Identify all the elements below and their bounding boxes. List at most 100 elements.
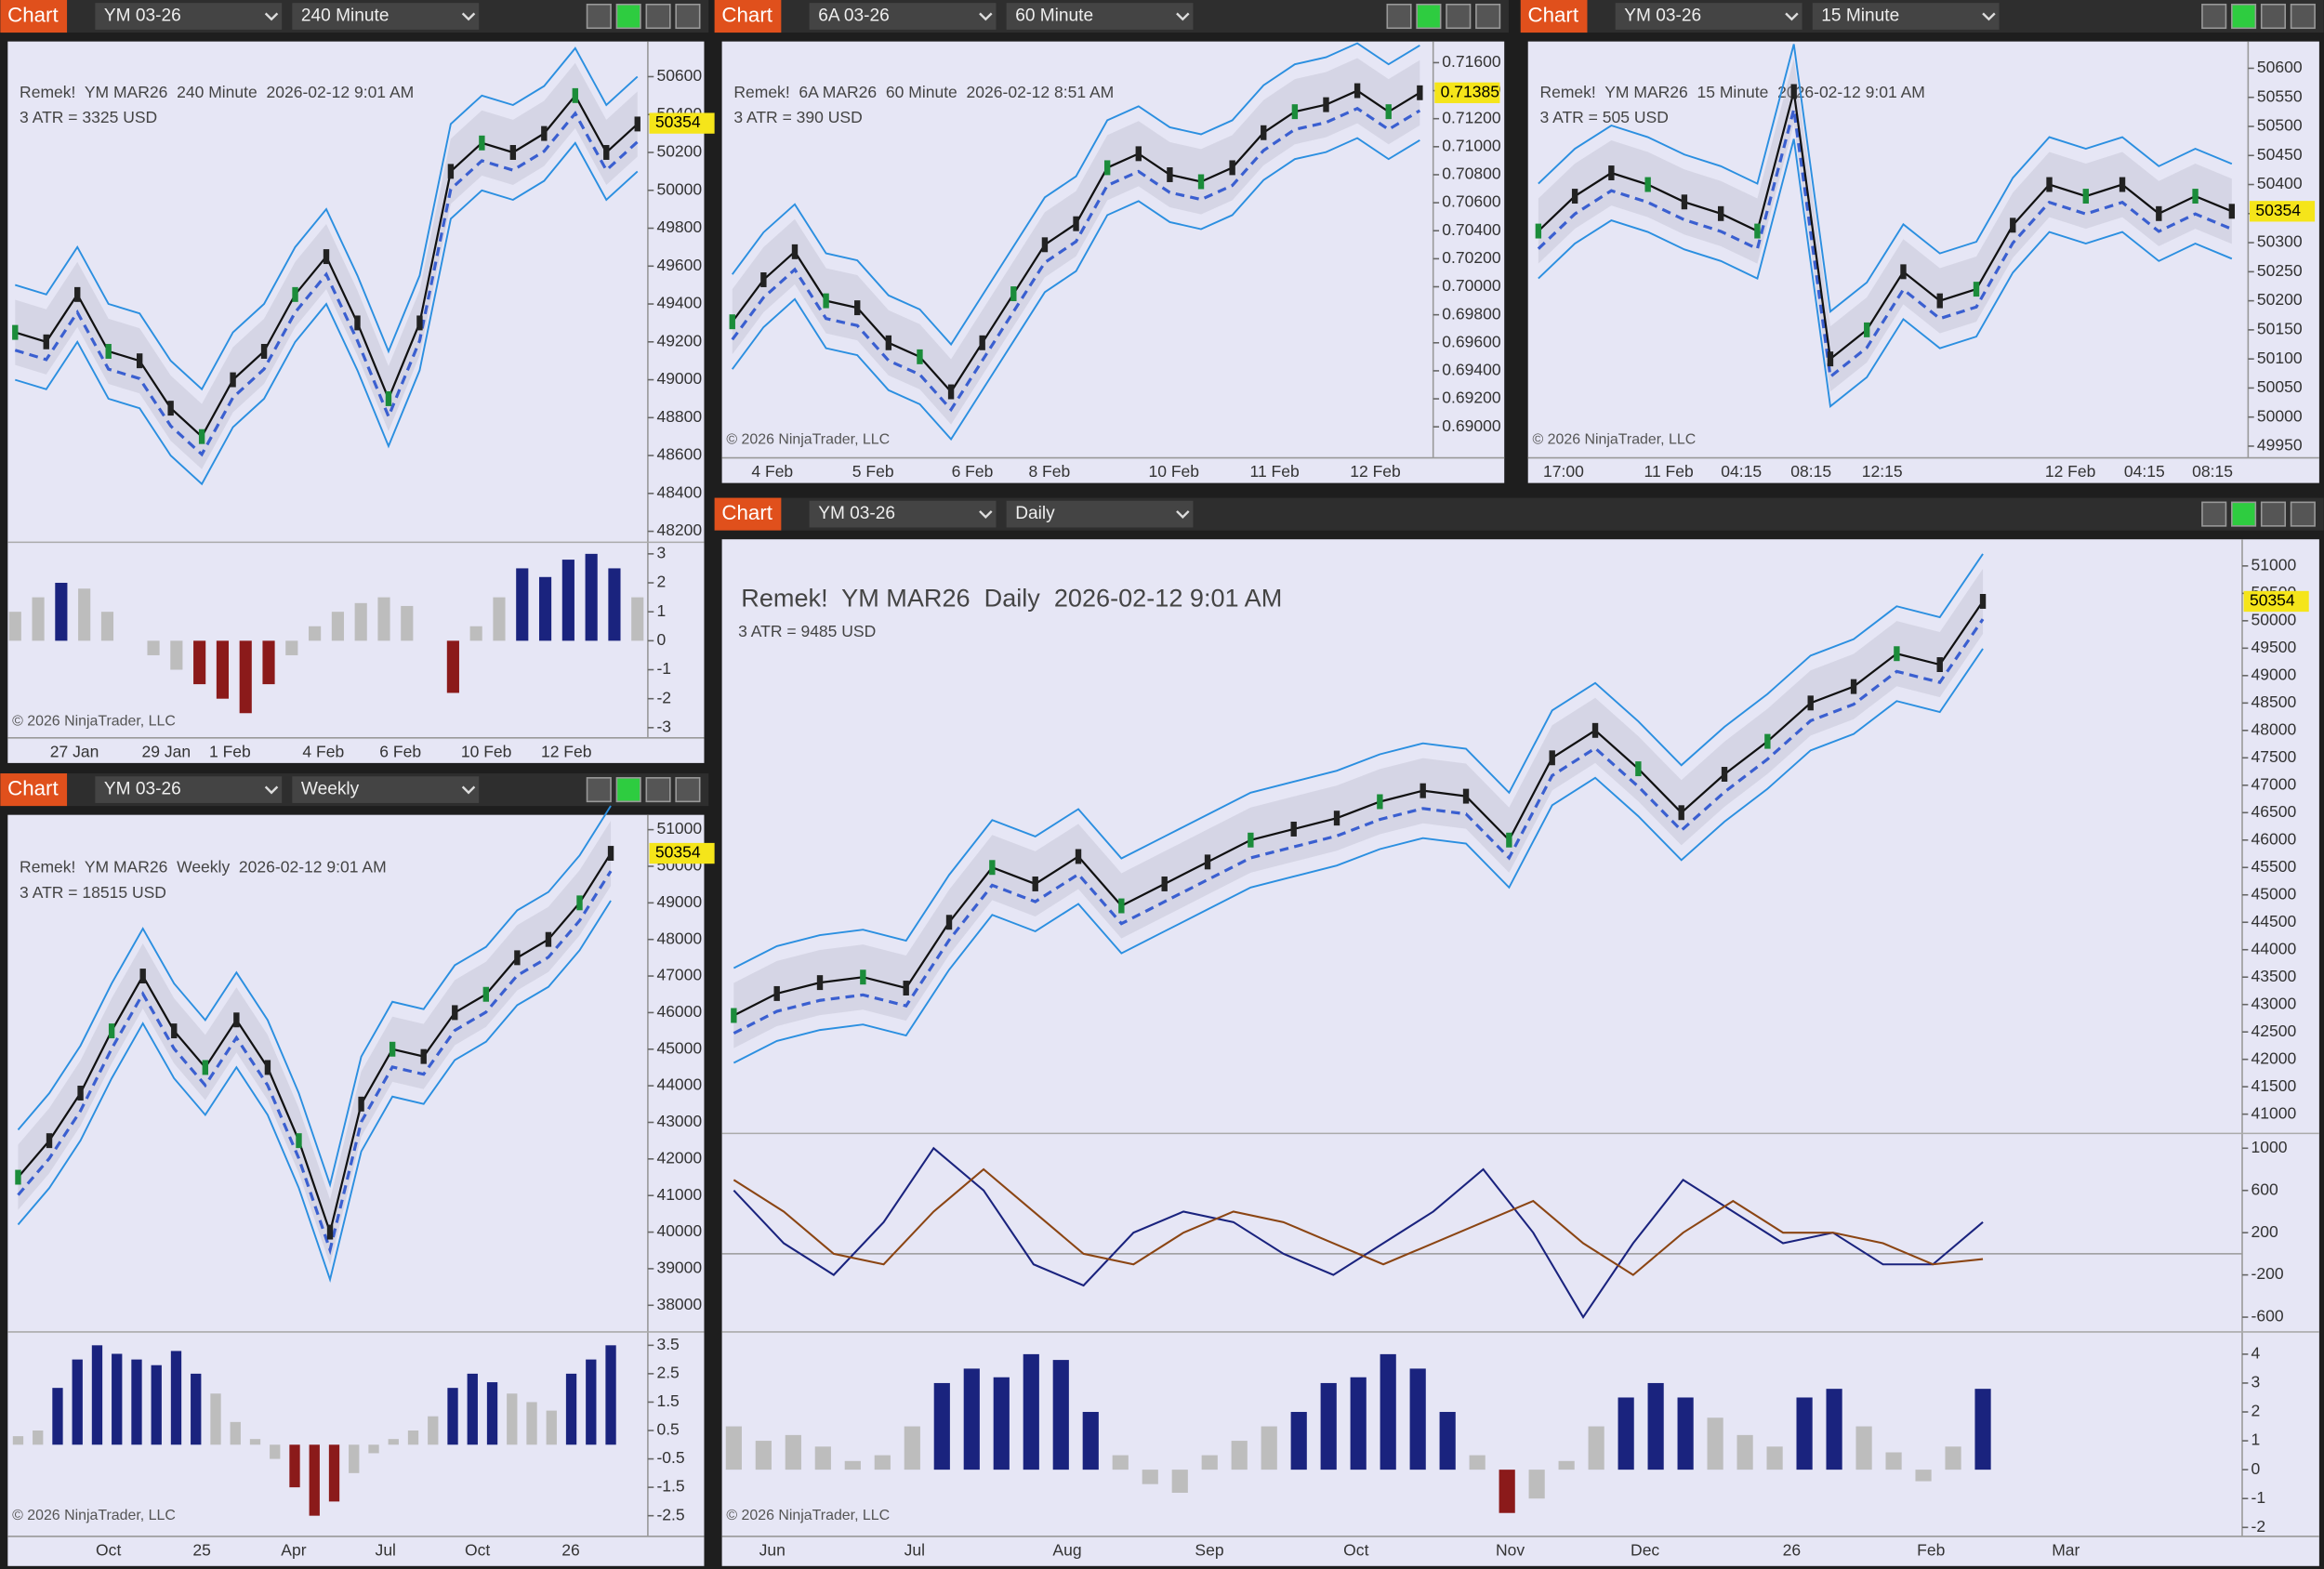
histogram-bar — [1469, 1455, 1486, 1470]
price-tick-label: 51000 — [656, 819, 702, 837]
candle — [729, 314, 735, 330]
candle — [292, 286, 298, 302]
price-tick-label: 47500 — [2251, 747, 2297, 766]
price-tick-label: 1.5 — [656, 1391, 679, 1410]
histogram-bar — [230, 1421, 241, 1445]
candle — [816, 975, 824, 991]
histogram-bar — [193, 640, 206, 685]
price-tick-label: 51000 — [2251, 555, 2297, 574]
window-button[interactable] — [2201, 3, 2227, 30]
time-label: 04:15 — [1721, 462, 1762, 481]
price-tick-label: 40000 — [656, 1221, 702, 1240]
price-tick-label: 200 — [2251, 1222, 2278, 1241]
window-button[interactable] — [586, 3, 612, 30]
histogram-bar — [516, 568, 529, 641]
window-button[interactable] — [1386, 3, 1412, 30]
window-button[interactable] — [675, 777, 701, 803]
candle — [1032, 876, 1038, 891]
dropdown-arrow — [461, 785, 476, 795]
window-button[interactable] — [586, 777, 612, 803]
window-button[interactable] — [645, 777, 671, 803]
window-button[interactable] — [1475, 3, 1501, 30]
interval-dropdown[interactable] — [1006, 500, 1194, 528]
histogram-bar — [447, 1388, 458, 1445]
histogram-bar — [262, 640, 275, 685]
candle — [1103, 160, 1111, 176]
histogram-bar — [1231, 1441, 1248, 1470]
histogram-bar — [112, 1353, 123, 1445]
window-button[interactable] — [2231, 3, 2257, 30]
interval-dropdown[interactable] — [1812, 3, 2000, 30]
chart-tab — [714, 0, 782, 33]
histogram-bar — [354, 602, 367, 641]
price-tick-label: 41000 — [656, 1185, 702, 1204]
interval-dropdown[interactable] — [1006, 3, 1194, 30]
histogram-bar — [1974, 1389, 1991, 1470]
window-button[interactable] — [2201, 501, 2227, 527]
time-label: 10 Feb — [1148, 462, 1199, 481]
chart-tab — [714, 497, 782, 531]
price-tick-label: 46500 — [2251, 802, 2297, 821]
price-tick-label: 50000 — [656, 179, 702, 198]
interval-label: Daily — [1015, 504, 1055, 523]
price-band — [18, 820, 612, 1265]
instrument-dropdown[interactable] — [1615, 3, 1802, 30]
window-button[interactable] — [2260, 501, 2287, 527]
candle — [136, 353, 143, 369]
price-tick-label: 0.69400 — [1442, 361, 1501, 379]
candle — [447, 164, 455, 179]
upper-band — [17, 805, 612, 1188]
interval-dropdown[interactable] — [292, 776, 480, 803]
time-label: 08:15 — [1790, 462, 1831, 481]
interval-label: Weekly — [301, 780, 360, 799]
histogram-bar — [844, 1460, 861, 1470]
candle — [1167, 166, 1173, 182]
instrument-dropdown[interactable] — [809, 500, 997, 528]
instrument-dropdown[interactable] — [95, 776, 283, 803]
time-label: 17:00 — [1543, 462, 1584, 481]
window-button[interactable] — [615, 777, 641, 803]
candle — [1979, 593, 1987, 609]
histogram-bar — [1409, 1368, 1426, 1470]
window-button[interactable] — [2260, 3, 2287, 30]
histogram-bar — [368, 1444, 379, 1454]
candle — [77, 1086, 84, 1101]
atr-label: 3 ATR = 9485 USD — [738, 622, 876, 640]
histogram-bar — [388, 1439, 399, 1445]
window-button[interactable] — [645, 3, 671, 30]
copyright: © 2026 NinjaTrader, LLC — [12, 713, 176, 729]
candle — [2082, 189, 2089, 204]
candle — [1864, 322, 1870, 337]
histogram-bar — [1885, 1452, 1902, 1470]
candle — [2192, 189, 2199, 204]
instrument-dropdown[interactable] — [95, 3, 283, 30]
dropdown-arrow — [1982, 12, 1996, 21]
window-button[interactable] — [2290, 3, 2316, 30]
window-button[interactable] — [2290, 501, 2316, 527]
price-tick-label: 48000 — [2251, 719, 2297, 738]
histogram-bar — [407, 1430, 419, 1445]
price-tick-label: 1000 — [2251, 1138, 2288, 1156]
candle — [1462, 788, 1470, 804]
price-tick-label: 48200 — [656, 521, 702, 539]
window-button[interactable] — [675, 3, 701, 30]
time-label: Oct — [96, 1540, 121, 1559]
atr-label: 3 ATR = 390 USD — [733, 108, 862, 126]
window-button[interactable] — [1446, 3, 1472, 30]
interval-dropdown[interactable] — [292, 3, 480, 30]
price-tick-label: 47000 — [656, 966, 702, 984]
dropdown-arrow — [1176, 12, 1190, 21]
instrument-label: YM 03-26 — [104, 7, 181, 26]
time-label: 11 Feb — [1644, 462, 1694, 481]
instrument-dropdown[interactable] — [809, 3, 997, 30]
price-tick-label: 0.70600 — [1442, 192, 1501, 211]
copyright: © 2026 NinjaTrader, LLC — [726, 1508, 890, 1523]
histogram-bar — [469, 626, 482, 641]
histogram-bar — [1380, 1353, 1396, 1470]
window-button[interactable] — [615, 3, 641, 30]
candle — [358, 1096, 364, 1112]
window-button[interactable] — [1416, 3, 1442, 30]
chart-title: Remek! YM MAR26 15 Minute 2026-02-12 9:0… — [1539, 83, 1924, 101]
window-button[interactable] — [2231, 501, 2257, 527]
candle — [603, 145, 610, 160]
